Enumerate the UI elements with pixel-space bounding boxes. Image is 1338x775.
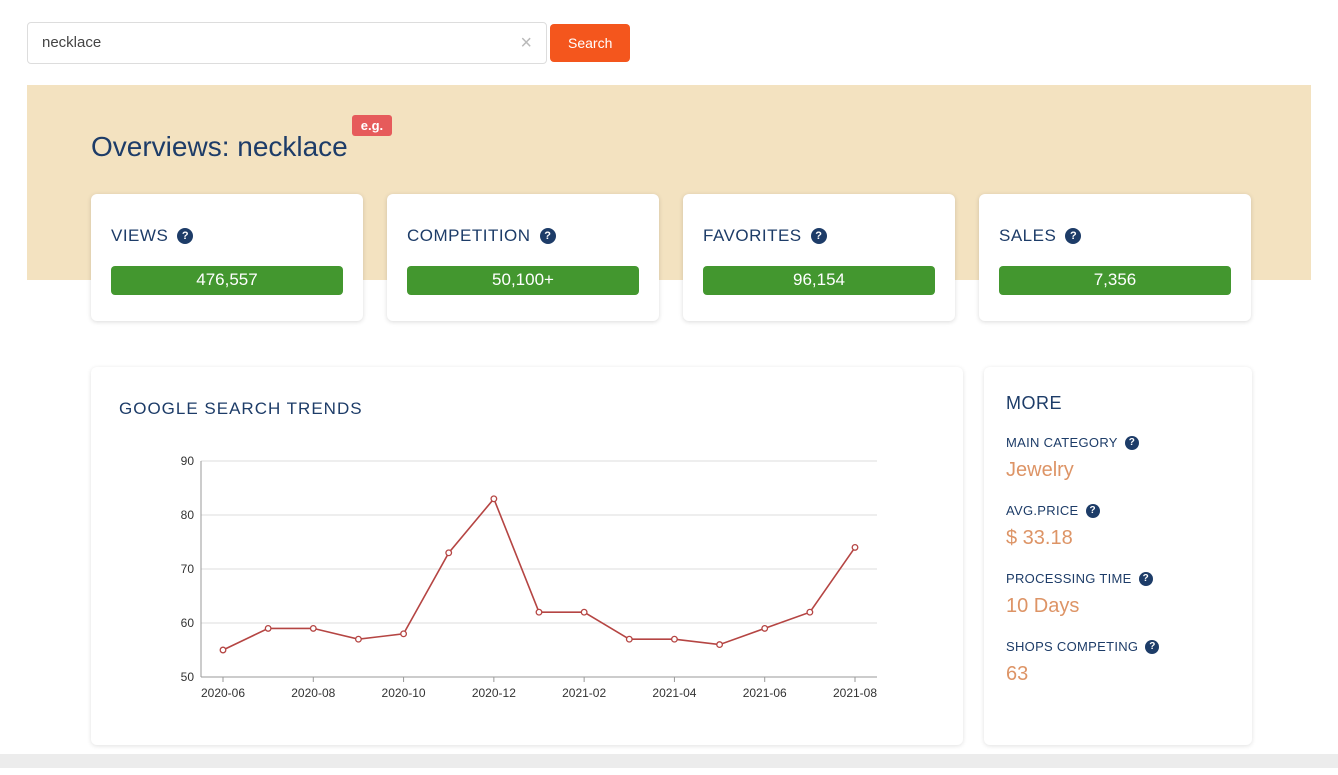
more-item-value: Jewelry bbox=[1006, 459, 1074, 481]
help-icon[interactable]: ? bbox=[1124, 435, 1139, 450]
svg-text:2021-04: 2021-04 bbox=[652, 686, 696, 700]
more-title: MORE bbox=[1006, 393, 1062, 413]
page-title: Overviews: necklace bbox=[91, 131, 348, 162]
clear-icon[interactable]: × bbox=[520, 31, 532, 54]
stat-label: VIEWS bbox=[111, 226, 169, 245]
stat-value-pill: 7,356 bbox=[999, 266, 1231, 295]
lower-row: GOOGLE SEARCH TRENDS 50 60 70 80 90 2020-06 20… bbox=[91, 367, 1252, 745]
more-item-main-category: MAIN CATEGORY ? Jewelry bbox=[1006, 435, 1230, 482]
svg-text:60: 60 bbox=[181, 616, 195, 630]
search-button[interactable]: Search bbox=[550, 23, 631, 62]
stat-value-pill: 476,557 bbox=[111, 266, 343, 295]
stat-card-sales: SALES ? 7,356 bbox=[979, 194, 1251, 321]
svg-text:2020-10: 2020-10 bbox=[382, 686, 426, 700]
svg-text:2020-06: 2020-06 bbox=[201, 686, 245, 700]
help-icon[interactable]: ? bbox=[1138, 571, 1153, 586]
help-icon[interactable]: ? bbox=[1085, 503, 1100, 518]
more-item-shops-competing: SHOPS COMPETING ? 63 bbox=[1006, 639, 1230, 686]
more-item-label: MAIN CATEGORY bbox=[1006, 435, 1118, 450]
svg-text:2020-08: 2020-08 bbox=[291, 686, 335, 700]
stat-label: SALES bbox=[999, 226, 1057, 245]
more-card: MORE MAIN CATEGORY ? Jewelry AVG.PRICE ?… bbox=[984, 367, 1252, 745]
search-bar: × Search bbox=[0, 0, 1338, 64]
svg-text:2021-02: 2021-02 bbox=[562, 686, 606, 700]
stat-label: FAVORITES bbox=[703, 226, 802, 245]
eg-badge: e.g. bbox=[351, 115, 393, 136]
more-item-label: SHOPS COMPETING bbox=[1006, 639, 1139, 654]
stat-card-competition: COMPETITION ? 50,100+ bbox=[387, 194, 659, 321]
trend-chart: 50 60 70 80 90 2020-06 2020-08 2020-10 2020-12 20… bbox=[181, 454, 878, 700]
google-trends-card: GOOGLE SEARCH TRENDS 50 60 70 80 90 2020-06 20… bbox=[91, 367, 963, 745]
svg-text:2020-12: 2020-12 bbox=[472, 686, 516, 700]
svg-text:50: 50 bbox=[181, 670, 195, 684]
stat-value-pill: 96,154 bbox=[703, 266, 935, 295]
svg-text:90: 90 bbox=[181, 454, 195, 468]
more-item-value: 63 bbox=[1006, 663, 1029, 685]
stat-label: COMPETITION bbox=[407, 226, 531, 245]
stat-value-pill: 50,100+ bbox=[407, 266, 639, 295]
svg-text:2021-08: 2021-08 bbox=[833, 686, 877, 700]
stat-card-views: VIEWS ? 476,557 bbox=[91, 194, 363, 321]
more-item-label: AVG.PRICE bbox=[1006, 503, 1079, 518]
stat-card-favorites: FAVORITES ? 96,154 bbox=[683, 194, 955, 321]
help-icon[interactable]: ? bbox=[539, 228, 556, 244]
search-input-box[interactable]: × bbox=[27, 21, 547, 64]
more-item-value: 10 Days bbox=[1006, 595, 1080, 617]
svg-text:2021-06: 2021-06 bbox=[743, 686, 787, 700]
help-icon[interactable]: ? bbox=[1145, 639, 1160, 654]
help-icon[interactable]: ? bbox=[810, 228, 827, 244]
more-item-processing-time: PROCESSING TIME ? 10 Days bbox=[1006, 571, 1230, 618]
stats-row: VIEWS ? 476,557 COMPETITION ? 50,100+ FA… bbox=[91, 194, 1252, 321]
svg-text:70: 70 bbox=[181, 562, 195, 576]
more-item-avg-price: AVG.PRICE ? $ 33.18 bbox=[1006, 503, 1230, 550]
svg-text:80: 80 bbox=[181, 508, 195, 522]
search-input[interactable] bbox=[42, 34, 517, 51]
footer-strip bbox=[0, 754, 1338, 768]
help-icon[interactable]: ? bbox=[177, 228, 194, 244]
more-item-label: PROCESSING TIME bbox=[1006, 571, 1132, 586]
more-item-value: $ 33.18 bbox=[1006, 527, 1073, 549]
trends-title: GOOGLE SEARCH TRENDS bbox=[119, 399, 363, 418]
help-icon[interactable]: ? bbox=[1065, 228, 1082, 244]
